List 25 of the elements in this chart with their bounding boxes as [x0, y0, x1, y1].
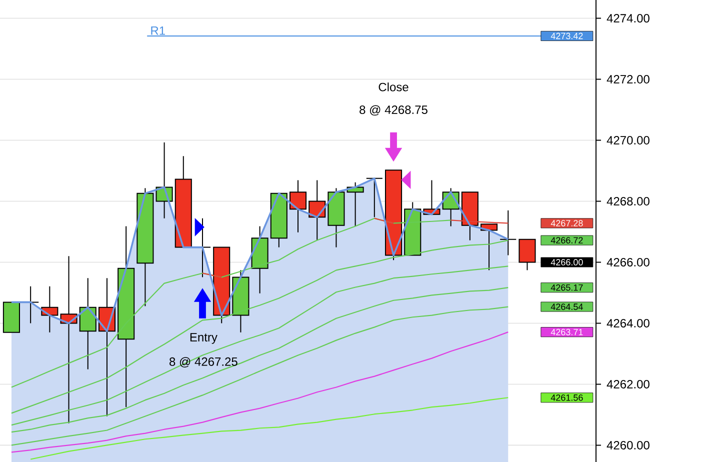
text: 4266.00 — [550, 259, 583, 266]
candlestick — [289, 180, 307, 233]
candlestick — [500, 210, 517, 256]
text: 4273.42 — [550, 32, 583, 40]
text: 4263.71 — [550, 328, 583, 336]
text: 4265.17 — [550, 284, 583, 291]
y-tick-label: 4268.00 — [606, 197, 650, 206]
y-tick-label: 4270.00 — [606, 136, 650, 145]
text: 4264.54 — [550, 304, 583, 310]
annotation: 8 @ 4268.75 — [360, 105, 428, 116]
text: 4267.28 — [550, 220, 583, 226]
y-tick-label: 4266.00 — [606, 258, 650, 266]
annotation: Entry — [190, 333, 218, 344]
annotation: Close — [378, 82, 408, 92]
y-tick-label: 4274.00 — [606, 14, 650, 23]
text: 4266.72 — [550, 237, 583, 244]
y-tick-label: 4264.00 — [606, 318, 650, 328]
y-tick-label: 4260.00 — [606, 440, 650, 450]
y-tick-label: 4272.00 — [606, 75, 650, 84]
ref-line-label: R1 — [151, 26, 165, 35]
text: 4261.56 — [550, 394, 583, 401]
candlestick — [518, 238, 536, 271]
line-series — [10, 332, 509, 453]
candlestick — [366, 178, 383, 218]
y-tick-label: 4262.00 — [606, 380, 650, 388]
